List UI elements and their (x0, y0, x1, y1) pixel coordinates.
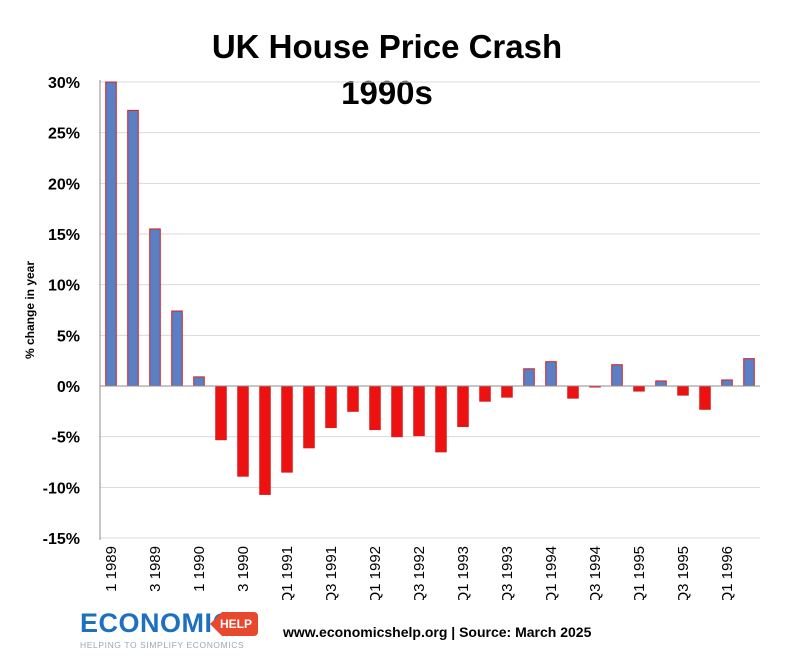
y-tick-label: 5% (57, 328, 80, 345)
bar-q1-1991 (281, 385, 293, 473)
x-axis-ticks: 1 1989 3 1989 1 1990 3 1990 Q1 1991 Q3 1991 Q1… (103, 546, 736, 600)
bar-q1-1993 (457, 385, 469, 428)
y-tick-label: -15% (43, 531, 80, 548)
bar-q1-1995 (633, 385, 645, 392)
bar-q4-1990 (259, 385, 271, 495)
bar-q1-1989 (105, 81, 117, 387)
y-tick-label: 30% (48, 75, 80, 92)
source-footer: www.economicshelp.org | Source: March 20… (283, 624, 592, 640)
bar-q3-1993 (501, 385, 513, 398)
x-tick-label: Q3 1995 (675, 546, 692, 600)
bar-q3-1995 (677, 385, 689, 396)
bar-q1-1990 (193, 376, 205, 387)
chart-title: UK House Price Crash (212, 28, 562, 65)
bar-q4-1994 (611, 364, 623, 387)
economics-help-logo[interactable]: ECONOMICS HELP HELPING TO SIMPLIFY ECONO… (80, 606, 270, 656)
y-tick-label: 10% (48, 278, 80, 295)
x-tick-label: 3 1990 (235, 546, 252, 592)
x-tick-label: Q1 1996 (719, 546, 736, 600)
chart: UK House Price Crash 1990s 30% 25% 20% 15% 1… (23, 28, 760, 600)
chart-subtitle: 1990s (341, 74, 433, 111)
x-tick-label: Q3 1993 (499, 546, 516, 600)
x-tick-label: 1 1989 (103, 546, 120, 592)
bar-q1-1994 (545, 361, 557, 387)
bars (105, 81, 755, 495)
y-tick-label: 15% (48, 227, 80, 244)
bar-q2-1991 (303, 385, 315, 449)
bar-q2-1995 (655, 380, 667, 387)
bar-q1-1992 (369, 385, 381, 431)
bar-q4-1995 (699, 385, 711, 410)
bar-q3-1990 (237, 385, 249, 477)
gridlines (100, 81, 760, 539)
bar-q2-1992 (391, 385, 403, 438)
bar-q2-1996 (743, 358, 755, 387)
bar-q4-1989 (171, 310, 183, 387)
bar-q2-1990 (215, 385, 227, 441)
x-tick-label: Q3 1991 (323, 546, 340, 600)
x-tick-label: Q1 1994 (543, 546, 560, 600)
y-axis-label: % change in year (23, 261, 37, 359)
bar-q2-1989 (127, 109, 139, 387)
logo-help-badge: HELP (210, 612, 258, 636)
x-tick-label: Q1 1995 (631, 546, 648, 600)
bar-q4-1992 (435, 385, 447, 453)
x-tick-label: Q3 1992 (411, 546, 428, 600)
y-tick-label: 0% (57, 379, 80, 396)
y-tick-label: 25% (48, 126, 80, 143)
x-tick-label: Q1 1992 (367, 546, 384, 600)
bar-q1-1996 (721, 379, 733, 387)
bar-q4-1991 (347, 385, 359, 412)
bar-q2-1993 (479, 385, 491, 402)
x-tick-label: Q1 1993 (455, 546, 472, 600)
x-tick-label: Q3 1994 (587, 546, 604, 600)
bar-q3-1991 (325, 385, 337, 429)
bar-q3-1992 (413, 385, 425, 437)
x-tick-label: 3 1989 (147, 546, 164, 592)
bar-q4-1993 (523, 368, 535, 387)
bar-q3-1989 (149, 228, 161, 387)
y-tick-label: -5% (52, 430, 80, 447)
logo-tagline: HELPING TO SIMPLIFY ECONOMICS (80, 640, 245, 650)
y-tick-label: 20% (48, 176, 80, 193)
y-axis-ticks: 30% 25% 20% 15% 10% 5% 0% -5% -10% -15% (43, 75, 80, 548)
x-tick-label: 1 1990 (191, 546, 208, 592)
bar-q2-1994 (567, 385, 579, 399)
y-tick-label: -10% (43, 480, 80, 497)
x-tick-label: Q1 1991 (279, 546, 296, 600)
